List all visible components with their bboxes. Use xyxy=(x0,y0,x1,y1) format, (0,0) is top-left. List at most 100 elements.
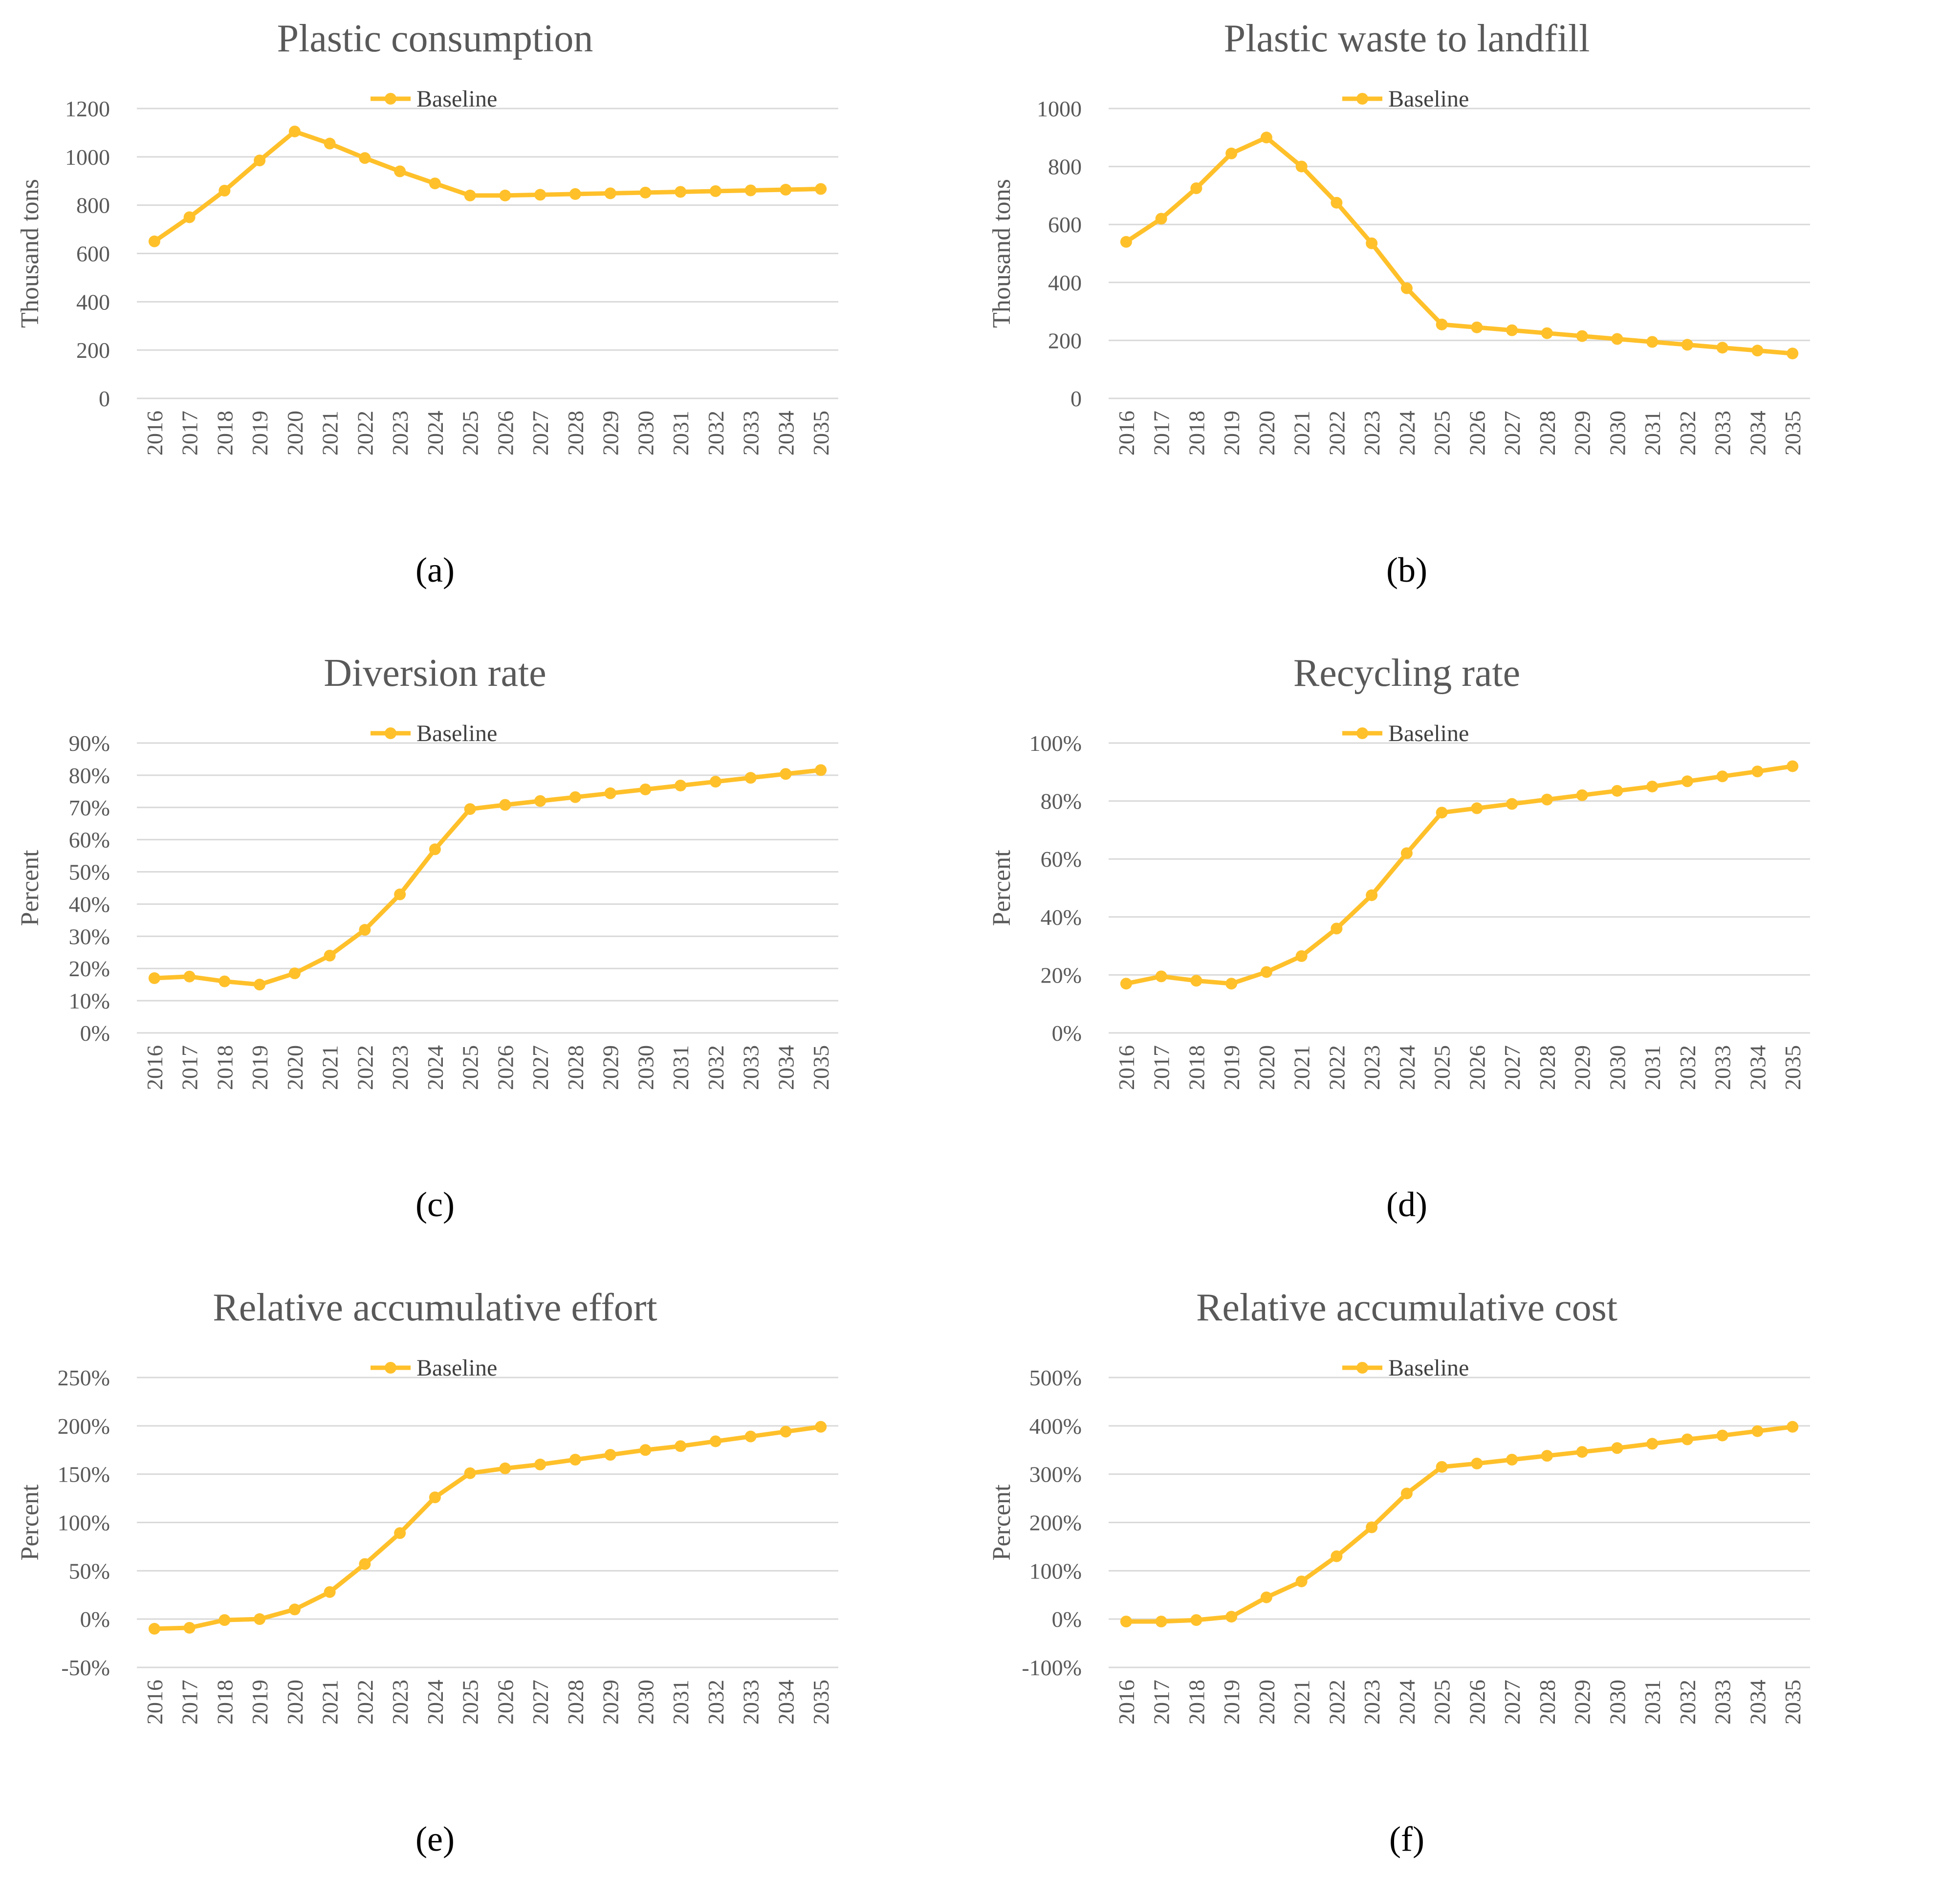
data-point-c-2031 xyxy=(675,779,687,791)
y-tick-label-e-4: 150% xyxy=(58,1462,110,1487)
x-tick-label-a-19: 2035 xyxy=(808,411,833,456)
x-tick-label-d-10: 2026 xyxy=(1464,1045,1489,1090)
data-point-d-2017 xyxy=(1155,970,1167,983)
y-tick-label-c-4: 40% xyxy=(69,892,110,917)
legend-marker-f xyxy=(1356,1362,1368,1374)
x-tick-label-e-16: 2032 xyxy=(703,1680,728,1725)
data-point-f-2023 xyxy=(1366,1521,1378,1533)
data-point-d-2028 xyxy=(1541,793,1553,806)
x-tick-label-d-0: 2016 xyxy=(1114,1045,1139,1090)
x-tick-label-d-17: 2033 xyxy=(1710,1045,1735,1090)
data-point-d-2026 xyxy=(1471,802,1483,814)
x-tick-label-d-2: 2018 xyxy=(1184,1045,1209,1090)
data-point-e-2017 xyxy=(183,1621,196,1634)
data-point-f-2021 xyxy=(1295,1576,1308,1588)
data-point-e-2019 xyxy=(254,1613,266,1625)
chart-caption-a: (a) xyxy=(415,550,455,590)
data-point-b-2026 xyxy=(1471,321,1483,333)
y-tick-label-a-1: 200 xyxy=(76,338,110,363)
data-point-e-2021 xyxy=(324,1586,336,1598)
x-tick-label-b-5: 2021 xyxy=(1289,411,1314,456)
x-tick-label-c-3: 2019 xyxy=(247,1045,272,1090)
data-point-e-2023 xyxy=(394,1527,406,1539)
x-tick-label-e-5: 2021 xyxy=(318,1680,343,1725)
data-point-a-2027 xyxy=(534,189,546,201)
x-tick-label-b-14: 2030 xyxy=(1605,411,1630,456)
data-point-c-2030 xyxy=(639,783,652,795)
x-tick-label-c-6: 2022 xyxy=(352,1045,377,1090)
data-point-c-2033 xyxy=(744,772,757,784)
x-tick-label-e-17: 2033 xyxy=(739,1680,764,1725)
data-point-a-2023 xyxy=(394,165,406,177)
x-tick-label-f-5: 2021 xyxy=(1289,1680,1314,1725)
data-point-f-2031 xyxy=(1646,1438,1659,1450)
data-point-b-2020 xyxy=(1260,131,1272,144)
data-point-d-2029 xyxy=(1576,789,1588,801)
x-tick-label-a-3: 2019 xyxy=(247,411,272,456)
data-point-b-2033 xyxy=(1716,342,1728,354)
data-point-e-2025 xyxy=(464,1467,476,1479)
data-point-b-2031 xyxy=(1646,336,1659,348)
x-tick-label-c-1: 2017 xyxy=(177,1045,202,1090)
x-tick-label-a-0: 2016 xyxy=(142,411,167,456)
data-point-e-2030 xyxy=(639,1444,652,1456)
data-point-c-2017 xyxy=(183,970,196,983)
data-point-b-2025 xyxy=(1436,318,1448,330)
y-tick-label-f-6: 500% xyxy=(1029,1365,1082,1390)
legend-label-e: Baseline xyxy=(416,1355,497,1381)
x-tick-label-c-13: 2029 xyxy=(598,1045,623,1090)
y-tick-label-d-1: 20% xyxy=(1041,963,1082,987)
data-point-d-2019 xyxy=(1225,978,1238,990)
y-tick-label-e-0: -50% xyxy=(61,1655,110,1680)
x-tick-label-a-18: 2034 xyxy=(773,411,798,456)
data-point-c-2029 xyxy=(604,787,616,799)
x-tick-label-a-12: 2028 xyxy=(563,411,588,456)
x-tick-label-f-9: 2025 xyxy=(1430,1680,1455,1725)
chart-caption-c: (c) xyxy=(415,1185,455,1224)
legend-label-f: Baseline xyxy=(1388,1355,1469,1381)
data-point-e-2029 xyxy=(604,1449,616,1461)
x-tick-label-d-16: 2032 xyxy=(1675,1045,1700,1090)
x-tick-label-d-12: 2028 xyxy=(1535,1045,1560,1090)
data-point-f-2025 xyxy=(1436,1461,1448,1473)
y-tick-label-c-0: 0% xyxy=(80,1021,110,1046)
x-tick-label-f-14: 2030 xyxy=(1605,1680,1630,1725)
y-tick-label-f-1: 0% xyxy=(1052,1607,1082,1632)
data-point-f-2030 xyxy=(1611,1442,1623,1454)
x-tick-label-d-19: 2035 xyxy=(1780,1045,1805,1090)
x-tick-label-c-15: 2031 xyxy=(668,1045,693,1090)
x-tick-label-b-0: 2016 xyxy=(1114,411,1139,456)
y-tick-label-a-5: 1000 xyxy=(65,145,110,170)
data-point-b-2032 xyxy=(1681,339,1693,351)
y-tick-label-f-3: 200% xyxy=(1029,1510,1082,1535)
chart-caption-b: (b) xyxy=(1386,550,1427,590)
x-tick-label-d-8: 2024 xyxy=(1395,1045,1420,1090)
x-tick-label-b-17: 2033 xyxy=(1710,411,1735,456)
data-point-f-2029 xyxy=(1576,1446,1588,1458)
x-tick-label-a-7: 2023 xyxy=(388,411,413,456)
chart-svg-c: 0% 10% 20% 30% 40% 50% 60% 70% 80% 90% 2016 2017 201… xyxy=(16,652,838,1224)
x-tick-label-f-17: 2033 xyxy=(1710,1680,1735,1725)
chart-svg-a: 0 200 400 600 800 1000 1200 2016 2017 2018 2019 202… xyxy=(16,17,838,590)
x-tick-label-e-10: 2026 xyxy=(493,1680,518,1725)
y-tick-label-e-6: 250% xyxy=(58,1365,110,1390)
y-tick-label-f-5: 400% xyxy=(1029,1414,1082,1439)
x-tick-label-e-8: 2024 xyxy=(423,1680,448,1725)
x-tick-label-c-4: 2020 xyxy=(283,1045,307,1090)
data-point-b-2022 xyxy=(1331,197,1343,209)
y-tick-label-a-0: 0 xyxy=(99,386,110,411)
x-tick-label-d-3: 2019 xyxy=(1219,1045,1244,1090)
data-point-d-2025 xyxy=(1436,807,1448,819)
x-tick-label-b-2: 2018 xyxy=(1184,411,1209,456)
x-tick-label-a-4: 2020 xyxy=(283,411,307,456)
data-point-e-2028 xyxy=(569,1454,581,1466)
data-point-e-2022 xyxy=(359,1558,371,1570)
chart-panel-e: -50% 0% 50% 100% 150% 200% 250% 2016 2017 2018 201… xyxy=(0,1269,972,1904)
x-tick-label-d-15: 2031 xyxy=(1640,1045,1665,1090)
legend-marker-c xyxy=(385,727,396,739)
x-tick-label-b-4: 2020 xyxy=(1254,411,1279,456)
x-tick-label-e-15: 2031 xyxy=(668,1680,693,1725)
y-tick-label-b-3: 600 xyxy=(1048,212,1082,237)
y-tick-label-c-7: 70% xyxy=(69,795,110,820)
data-point-a-2028 xyxy=(569,188,581,200)
